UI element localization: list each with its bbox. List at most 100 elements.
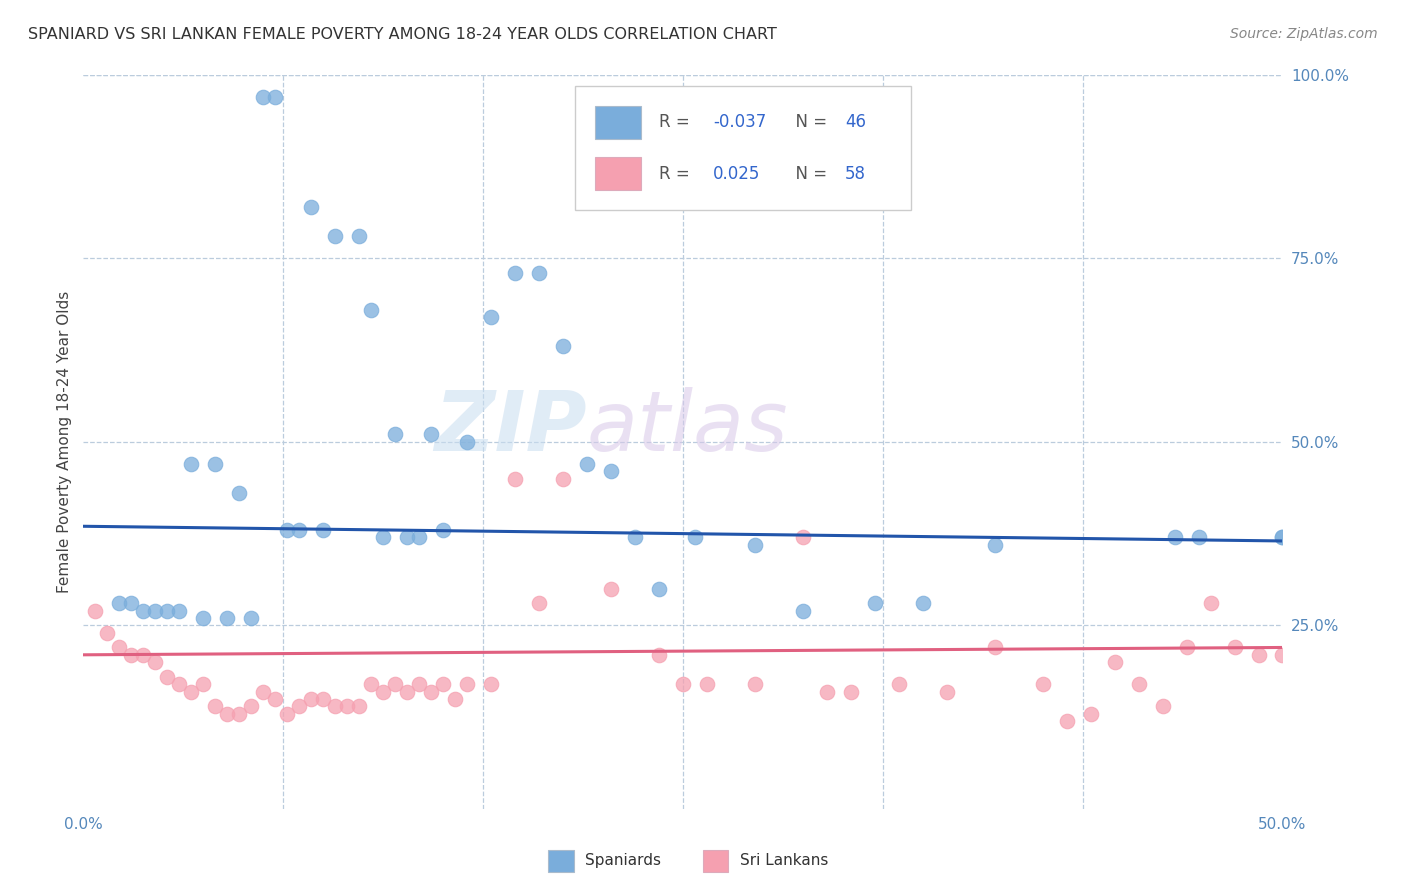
Point [167,677,190,691]
Point [360,677,382,691]
Point [180,684,202,698]
Point [84,604,107,618]
Point [792,530,814,544]
Point [456,677,478,691]
Text: ZIP: ZIP [434,386,586,467]
Point [935,684,957,698]
Point [288,523,311,537]
Point [1163,530,1185,544]
Point [204,699,226,714]
Point [527,596,550,610]
Point [503,266,526,280]
Point [456,434,478,449]
Point [252,684,274,698]
Point [1223,640,1246,655]
Text: R =: R = [659,113,695,131]
Point [600,582,623,596]
Point [299,200,322,214]
Point [120,596,142,610]
Point [1247,648,1270,662]
Point [396,530,419,544]
Text: N =: N = [785,165,832,183]
Point [863,596,886,610]
Point [479,310,502,324]
Point [1271,530,1294,544]
Point [132,648,155,662]
Point [648,648,671,662]
Point [815,684,838,698]
Point [276,706,298,721]
Point [408,677,430,691]
Point [983,538,1005,552]
Point [1104,655,1126,669]
Text: -0.037: -0.037 [713,113,766,131]
Text: atlas: atlas [586,386,789,467]
Point [204,457,226,471]
Text: N =: N = [785,113,832,131]
Point [347,229,370,244]
Point [624,530,647,544]
Point [108,596,131,610]
Point [143,604,166,618]
Y-axis label: Female Poverty Among 18-24 Year Olds: Female Poverty Among 18-24 Year Olds [58,291,72,593]
Point [396,684,419,698]
Point [792,604,814,618]
Point [336,699,359,714]
Point [167,604,190,618]
Point [156,670,179,684]
Point [312,692,335,706]
Point [1152,699,1174,714]
Point [264,692,287,706]
Point [408,530,430,544]
Point [193,611,215,625]
Point [1032,677,1054,691]
Point [240,611,263,625]
Point [1128,677,1150,691]
Point [1271,648,1294,662]
Point [217,706,239,721]
Point [648,582,671,596]
Point [1187,530,1209,544]
Text: Source: ZipAtlas.com: Source: ZipAtlas.com [1230,27,1378,41]
Point [839,684,862,698]
Point [551,339,574,353]
Point [683,530,706,544]
Point [432,677,454,691]
Point [1199,596,1222,610]
Point [420,427,443,442]
Point [371,684,394,698]
Point [228,706,250,721]
Point [983,640,1005,655]
Text: Spaniards: Spaniards [585,854,661,868]
Text: 0.025: 0.025 [713,165,761,183]
Text: Sri Lankans: Sri Lankans [740,854,828,868]
FancyBboxPatch shape [595,157,641,190]
Point [887,677,910,691]
Point [432,523,454,537]
Point [132,604,155,618]
Text: SPANIARD VS SRI LANKAN FEMALE POVERTY AMONG 18-24 YEAR OLDS CORRELATION CHART: SPANIARD VS SRI LANKAN FEMALE POVERTY AM… [28,27,778,42]
Point [1080,706,1102,721]
Text: R =: R = [659,165,700,183]
Point [276,523,298,537]
Point [444,692,467,706]
Point [575,457,598,471]
Point [193,677,215,691]
FancyBboxPatch shape [595,105,641,138]
Point [288,699,311,714]
Point [911,596,934,610]
Point [744,677,766,691]
Point [96,625,118,640]
Point [503,471,526,485]
Point [1056,714,1078,728]
Point [264,89,287,103]
Text: 46: 46 [845,113,866,131]
Point [323,229,346,244]
FancyBboxPatch shape [575,86,911,211]
Point [360,302,382,317]
Point [672,677,695,691]
Point [384,427,406,442]
Point [1175,640,1198,655]
Point [600,464,623,478]
Point [228,486,250,500]
